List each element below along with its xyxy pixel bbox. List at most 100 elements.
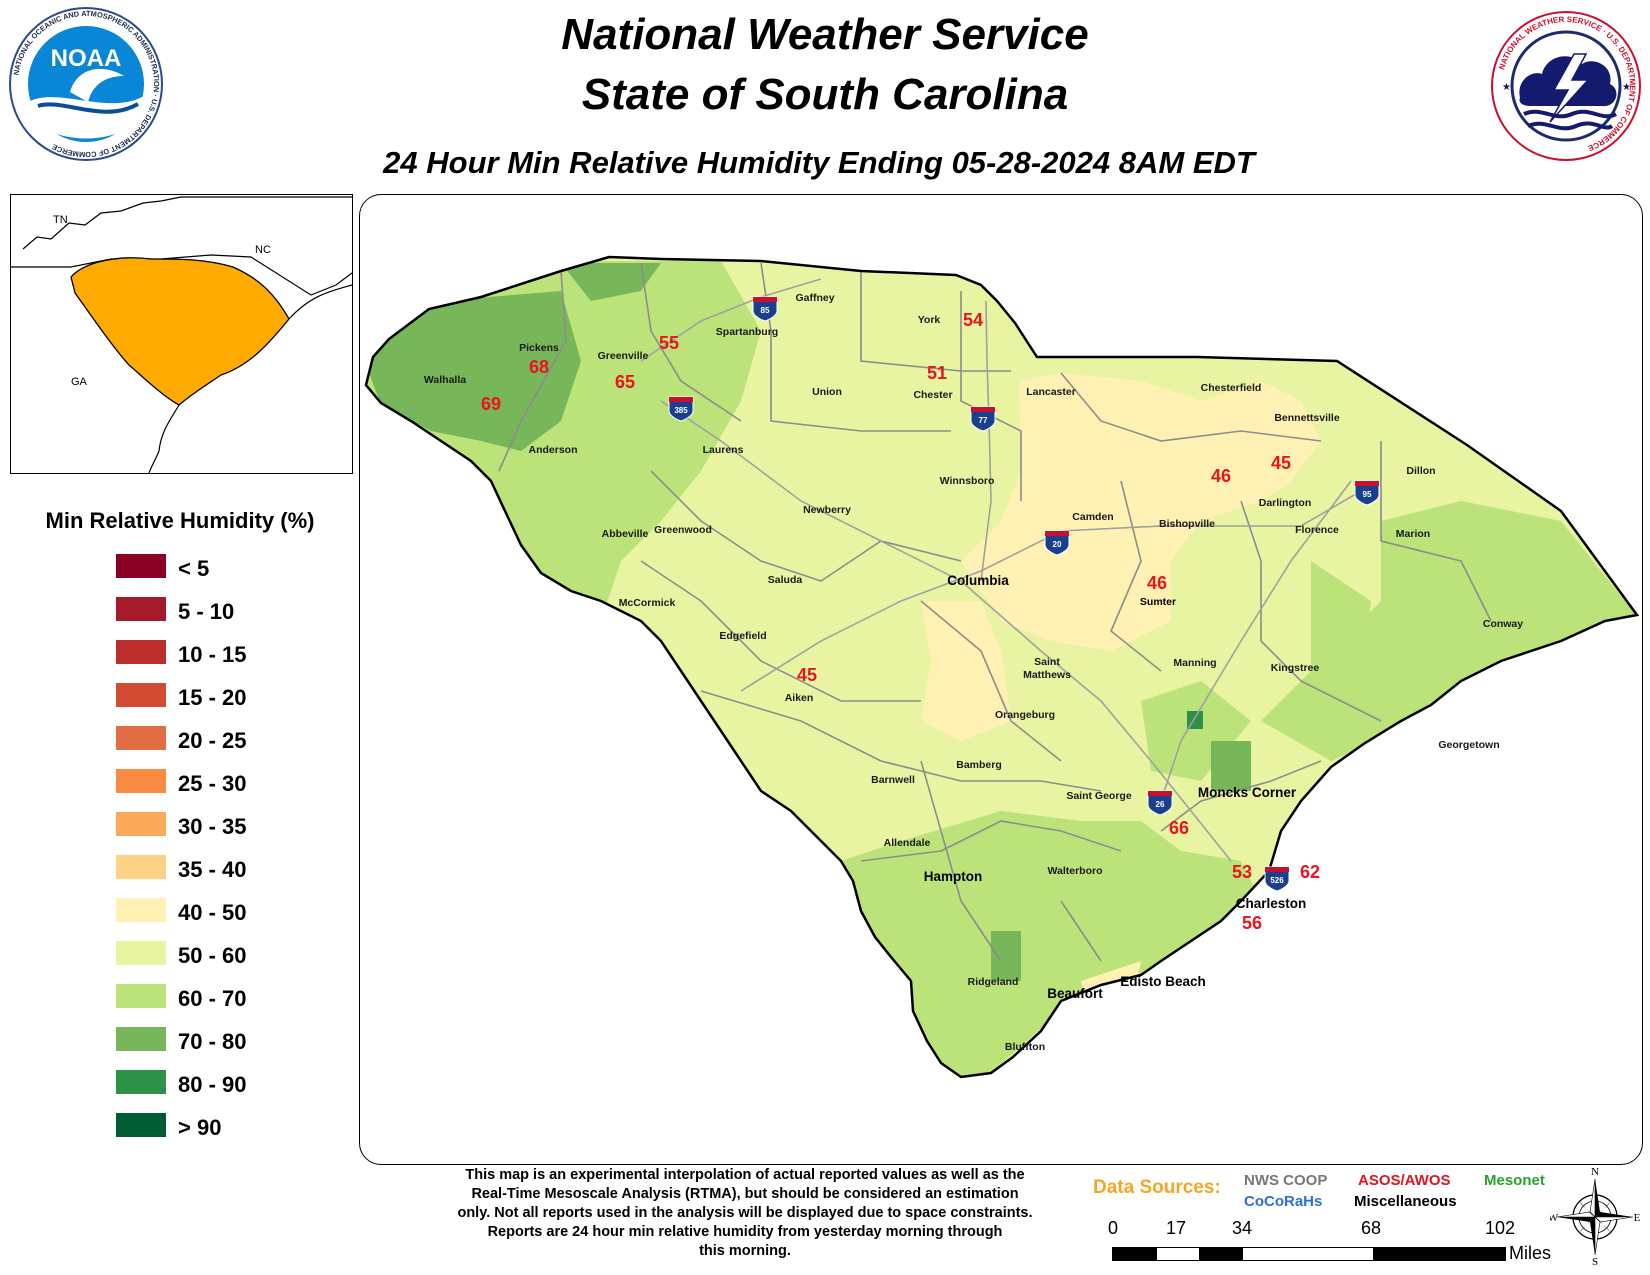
legend-title: Min Relative Humidity (%)	[45, 508, 315, 533]
legend-swatch	[116, 941, 166, 965]
coastline	[148, 404, 180, 473]
svg-text:W: W	[1550, 1212, 1559, 1224]
star-icon: ★	[1622, 82, 1631, 93]
city-label: Bennettsville	[1274, 412, 1340, 424]
main-map-frame: 85 385 77 20 95 26 526 Gaffney Spartanbu…	[359, 194, 1643, 1165]
svg-text:526: 526	[1270, 876, 1284, 885]
observation-value: 45	[797, 665, 817, 685]
city-label: Spartanburg	[716, 326, 778, 338]
observation-value: 51	[927, 363, 947, 383]
city-label-major: Edisto Beach	[1120, 974, 1206, 989]
scale-tick: 102	[1485, 1218, 1516, 1238]
noaa-logo: NOAA NATIONAL OCEANIC AND ATMOSPHERIC AD…	[9, 7, 163, 161]
legend-label: 15 - 20	[178, 685, 247, 710]
legend-swatch	[116, 812, 166, 836]
legend-label: 35 - 40	[178, 857, 247, 882]
legend-label: 25 - 30	[178, 771, 247, 796]
city-label: Dillon	[1406, 465, 1435, 477]
svg-text:85: 85	[761, 306, 770, 315]
svg-text:77: 77	[979, 416, 988, 425]
star-icon: ★	[1502, 82, 1511, 93]
city-label: Orangeburg	[995, 709, 1055, 721]
city-label-major: Beaufort	[1047, 986, 1103, 1001]
scale-tick: 0	[1108, 1218, 1119, 1238]
city-label: Newberry	[803, 504, 851, 516]
observation-value: 66	[1169, 818, 1189, 838]
city-label: Greenwood	[654, 524, 712, 536]
city-label: Edgefield	[719, 630, 766, 642]
inset-label-nc: NC	[255, 244, 271, 256]
source-mesonet: Mesonet	[1484, 1172, 1545, 1189]
source-cocorahs: CoCoRaHs	[1244, 1193, 1323, 1210]
disclaimer-line: this morning.	[699, 1243, 791, 1259]
svg-text:20: 20	[1053, 540, 1062, 549]
legend-swatch	[116, 1070, 166, 1094]
city-label: Saint	[1034, 656, 1060, 668]
city-label-major: Moncks Corner	[1198, 785, 1297, 800]
city-label: Camden	[1072, 511, 1113, 523]
city-label: Kingstree	[1271, 662, 1320, 674]
interstate-shield: 526	[1264, 866, 1290, 892]
city-label: Georgetown	[1438, 739, 1499, 751]
legend-swatch	[116, 554, 166, 578]
interstate-shield: 85	[752, 296, 778, 322]
legend-label: < 5	[178, 556, 210, 581]
city-label-major: Columbia	[947, 573, 1009, 588]
city-label: Anderson	[528, 444, 577, 456]
legend-label: 70 - 80	[178, 1029, 247, 1054]
city-label: McCormick	[619, 597, 676, 609]
legend-swatch	[116, 640, 166, 664]
city-label: Saluda	[768, 574, 803, 586]
inset-label-ga: GA	[71, 376, 88, 388]
observation-value: 68	[529, 357, 549, 377]
rh-zone-60-70-lowcountry	[841, 811, 1261, 1077]
map-state-title: State of South Carolina	[581, 70, 1069, 119]
interstate-shield: 26	[1147, 790, 1173, 816]
legend-label: 80 - 90	[178, 1072, 247, 1097]
scale-bar	[1112, 1247, 1506, 1261]
svg-text:385: 385	[674, 406, 688, 415]
scale-tick: 34	[1232, 1218, 1253, 1238]
city-label: Ridgeland	[968, 976, 1019, 988]
noaa-logo-text: NOAA	[51, 45, 122, 72]
city-label: Darlington	[1259, 497, 1312, 509]
city-label-major: Hampton	[924, 869, 983, 884]
city-label: Walterboro	[1047, 865, 1102, 877]
legend-swatch	[116, 1027, 166, 1051]
observation-value: 56	[1242, 913, 1262, 933]
legend-label: 5 - 10	[178, 599, 235, 624]
city-label: Allendale	[884, 837, 931, 849]
scale-tick: 68	[1361, 1218, 1382, 1238]
observation-value: 69	[481, 394, 501, 414]
legend-swatch	[116, 726, 166, 750]
disclaimer-line: This map is an experimental interpolatio…	[465, 1167, 1025, 1183]
disclaimer-text: This map is an experimental interpolatio…	[405, 1166, 1085, 1261]
city-label: Chester	[913, 389, 952, 401]
disclaimer-line: only. Not all reports used in the analys…	[457, 1205, 1033, 1221]
scale-tick: 17	[1166, 1218, 1187, 1238]
legend-label: 50 - 60	[178, 943, 247, 968]
city-label-major: Charleston	[1236, 896, 1307, 911]
rh-zone-60-70-marion	[1311, 561, 1371, 701]
observation-value: 53	[1232, 862, 1252, 882]
city-label: Abbeville	[602, 528, 649, 540]
city-label: Saint George	[1066, 790, 1132, 802]
city-label: Bishopville	[1159, 518, 1215, 530]
city-label: Aiken	[785, 692, 814, 704]
city-label: Gaffney	[795, 292, 834, 304]
svg-text:N: N	[1591, 1166, 1599, 1178]
nws-logo: NATIONAL WEATHER SERVICE · U.S. DEPARTME…	[1491, 11, 1641, 161]
state-border	[11, 254, 352, 296]
coastline	[288, 284, 352, 320]
source-nws-coop: NWS COOP	[1244, 1172, 1328, 1189]
disclaimer-line: Reports are 24 hour min relative humidit…	[487, 1224, 1003, 1240]
city-label: Matthews	[1023, 669, 1071, 681]
rh-zone-70-80-moncks	[1211, 741, 1251, 791]
city-label: Lancaster	[1026, 386, 1076, 398]
observation-value: 55	[659, 333, 679, 353]
legend-label: 30 - 35	[178, 814, 247, 839]
interstate-shield: 385	[668, 396, 694, 422]
city-label: Pickens	[519, 342, 559, 354]
city-label: Walhalla	[424, 374, 466, 386]
city-label: Chesterfield	[1201, 382, 1262, 394]
